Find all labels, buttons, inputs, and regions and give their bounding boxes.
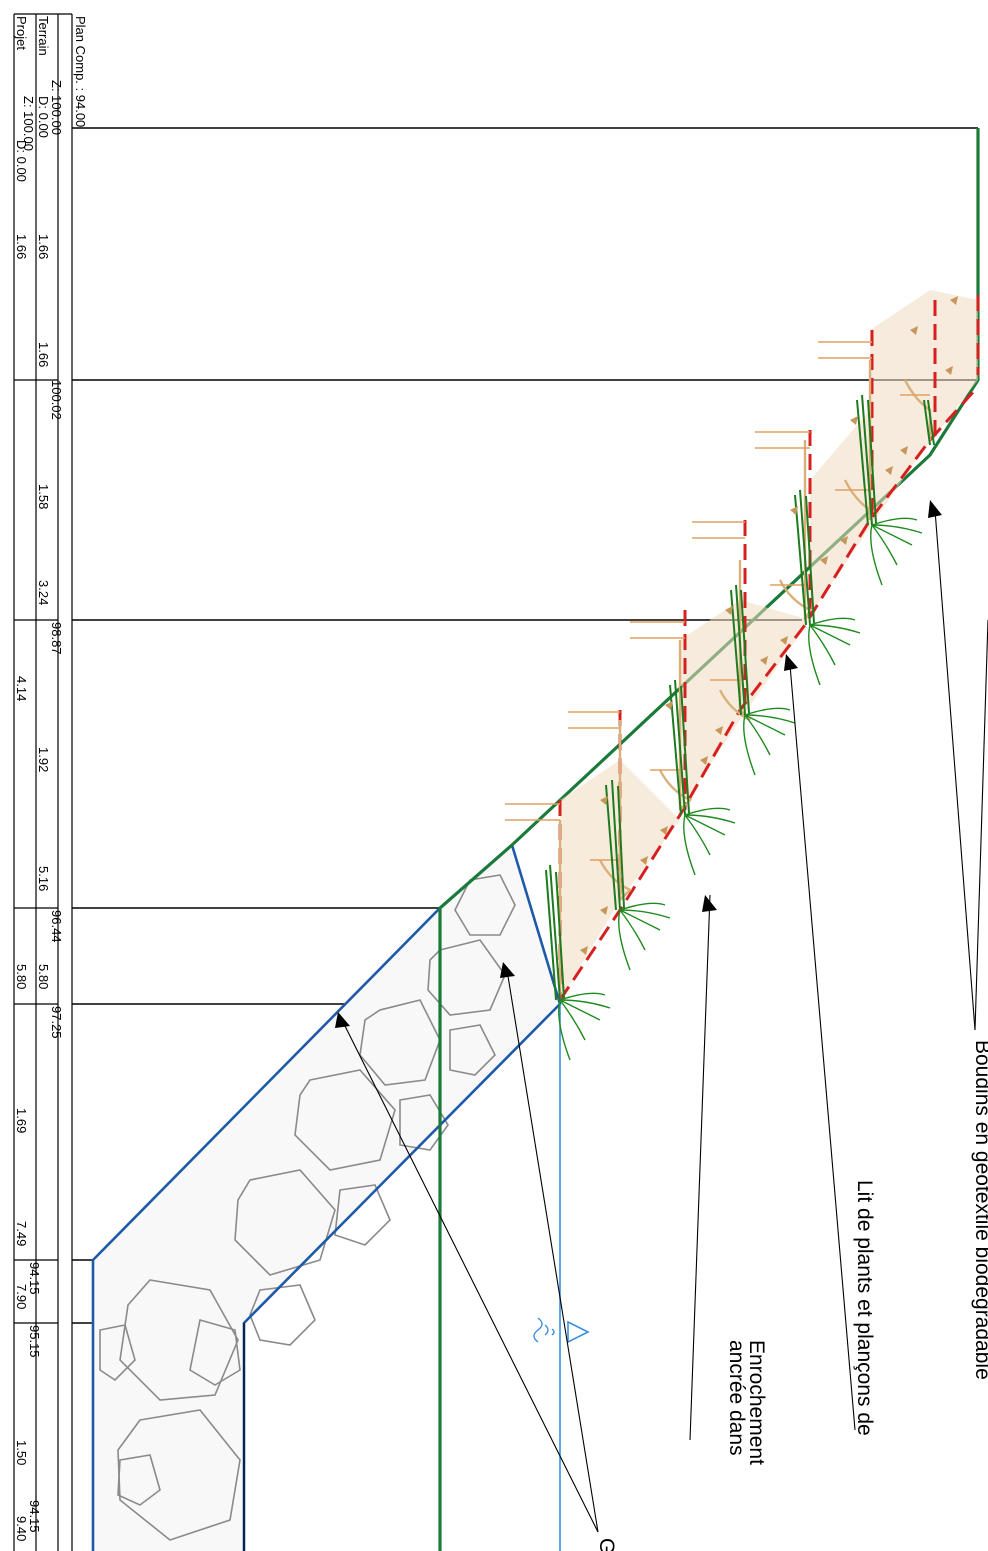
arrowheads: [335, 500, 942, 1028]
terrain-value: 1.50: [14, 1440, 29, 1465]
elevation-value: 95.15: [27, 1325, 42, 1358]
terrain-value: 1.66: [36, 234, 51, 259]
elevation-value: 97.25: [49, 1006, 64, 1039]
rocks: [99, 874, 516, 1541]
terrain-value: 1.92: [36, 747, 51, 772]
profile-table: [13, 13, 73, 1551]
elevation-value: 98.87: [49, 622, 64, 655]
projet-z-label: Z: 100.00: [21, 96, 36, 151]
terrain-value: 1.69: [14, 1108, 29, 1133]
annotation-labels: Boudins en géotextile biodégradable Lit …: [595, 1040, 988, 1551]
table-labels: Plan Comp. : 94.00 Terrain Z: 100.00 D: …: [14, 16, 88, 1541]
terrain-value: 1.58: [36, 484, 51, 509]
leader-lines: [341, 509, 988, 1533]
elevation-value: 94.15: [27, 1500, 42, 1533]
terrain-value: 7.90: [14, 1284, 29, 1309]
label-fascines: Boudins en géotextile biodégradable: [971, 1040, 988, 1380]
terrain-value: 5.80: [14, 964, 29, 989]
roots: [558, 517, 923, 1061]
label-lit-plants: Lit de plants et plançons de: [853, 1180, 876, 1436]
plan-label: Plan Comp. : 94.00: [73, 16, 88, 127]
terrain-value: 7.49: [14, 1221, 29, 1246]
water-wave-icon: [533, 1317, 555, 1343]
water-level-icon: [567, 1320, 590, 1344]
elevation-value: 100.02: [49, 380, 64, 420]
terrain-label: Terrain: [36, 16, 51, 56]
terrain-value: 5.16: [36, 866, 51, 891]
riprap: [91, 842, 562, 1551]
label-geo: Géo: [595, 1538, 618, 1551]
terrain-value: 9.40: [14, 1516, 29, 1541]
water: [533, 1004, 590, 1551]
elevation-value: 94.15: [27, 1262, 42, 1295]
projet-value: 5.80: [36, 964, 51, 989]
projet-value: 1.66: [14, 234, 29, 259]
label-ancree: ancrée dans: [725, 1340, 748, 1456]
elevation-value: 96.44: [49, 910, 64, 943]
terrain-d-label: D: 0.00: [36, 96, 51, 138]
label-enrochement: Enrochement: [745, 1340, 768, 1465]
terrain-value: 3.24: [36, 580, 51, 605]
projet-d-label: D: 0.00: [14, 140, 29, 182]
projet-label: Projet: [14, 16, 29, 50]
terrain-value: 1.66: [36, 342, 51, 367]
reference-lines: [72, 127, 978, 1324]
vegetation-layers: [505, 290, 980, 1061]
terrain-z-label: Z: 100.00: [49, 80, 64, 135]
projet-value: 4.14: [14, 676, 29, 701]
